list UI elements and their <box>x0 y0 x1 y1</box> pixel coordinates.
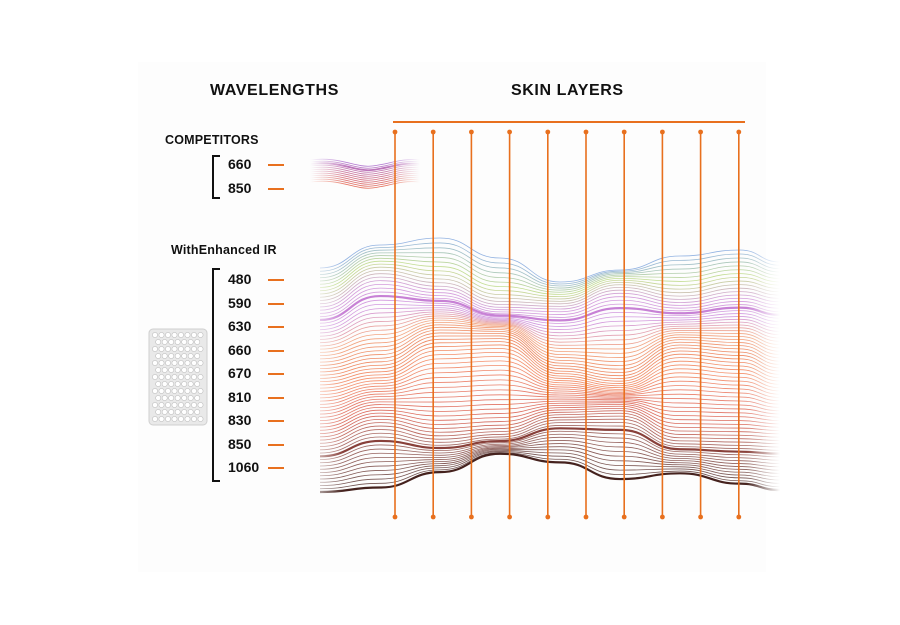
skin-layer-bottom-dot <box>736 514 742 520</box>
competitors-bracket <box>212 155 220 199</box>
enhanced-wavelength-630: 630 <box>228 318 252 334</box>
enhanced-wavelength-810: 810 <box>228 388 252 405</box>
diagram-background <box>138 62 766 572</box>
skin-layer-bottom-dot <box>660 514 665 520</box>
competitors-wavelength-850: 850 <box>228 180 252 196</box>
enhanced-wavelength-480: 480 <box>228 271 252 287</box>
enhanced-ir-label: WithEnhanced IR <box>171 243 277 257</box>
enhanced-wavelength-tick <box>268 326 284 328</box>
skin-layer-bottom-dot <box>469 514 474 520</box>
enhanced-wavelength-tick <box>268 396 284 399</box>
skin-layer-lines <box>392 121 745 520</box>
skin-layer-top-dot <box>698 129 703 135</box>
enhanced-wavelength-tick <box>268 443 284 446</box>
skin-layer-top-dot <box>392 129 398 135</box>
competitor-wave-lines <box>309 158 421 189</box>
skin-layer-bottom-dot <box>507 514 512 520</box>
competitors-wavelength-660: 660 <box>228 156 252 172</box>
skin-layers-heading: SKIN LAYERS <box>511 82 624 99</box>
skin-layer-top-dot <box>583 129 589 135</box>
light-panel-device-icon <box>148 328 208 426</box>
skin-layer-bottom-dot <box>698 514 703 520</box>
skin-layer-bottom-dot <box>545 514 551 520</box>
skin-layer-bottom-dot <box>621 514 627 520</box>
skin-layer-bottom-dot <box>583 514 589 520</box>
enhanced-ir-bracket <box>212 268 220 482</box>
skin-layer-top-dot <box>621 129 627 135</box>
enhanced-wavelength-670: 670 <box>228 365 252 381</box>
enhanced-wavelength-tick <box>268 279 284 281</box>
skin-layer-bottom-dot <box>392 514 398 520</box>
enhanced-wavelength-660: 660 <box>228 341 252 358</box>
competitors-wavelength-tick <box>268 164 284 166</box>
enhanced-wavelength-850: 850 <box>228 435 252 452</box>
enhanced-wavelength-830: 830 <box>228 412 252 428</box>
enhanced-wave-lines <box>319 237 781 494</box>
competitors-label: COMPETITORS <box>165 133 259 147</box>
skin-layer-top-dot <box>430 129 436 135</box>
enhanced-wavelength-1060: 1060 <box>228 459 260 475</box>
competitors-wavelength-tick <box>268 188 284 190</box>
skin-layer-top-dot <box>507 129 512 135</box>
enhanced-wavelength-tick <box>268 349 284 352</box>
enhanced-wavelength-tick <box>268 373 284 375</box>
enhanced-wavelength-590: 590 <box>228 294 252 311</box>
skin-layer-top-dot <box>660 129 665 135</box>
enhanced-wavelength-tick <box>268 467 284 469</box>
skin-layer-top-dot <box>545 129 551 135</box>
enhanced-wavelength-tick <box>268 420 284 422</box>
enhanced-wavelength-tick <box>268 302 284 305</box>
wavelengths-heading: WAVELENGTHS <box>210 82 339 99</box>
skin-layer-top-dot <box>469 129 474 135</box>
skin-layer-top-dot <box>736 129 742 135</box>
skin-layer-bottom-dot <box>430 514 436 520</box>
